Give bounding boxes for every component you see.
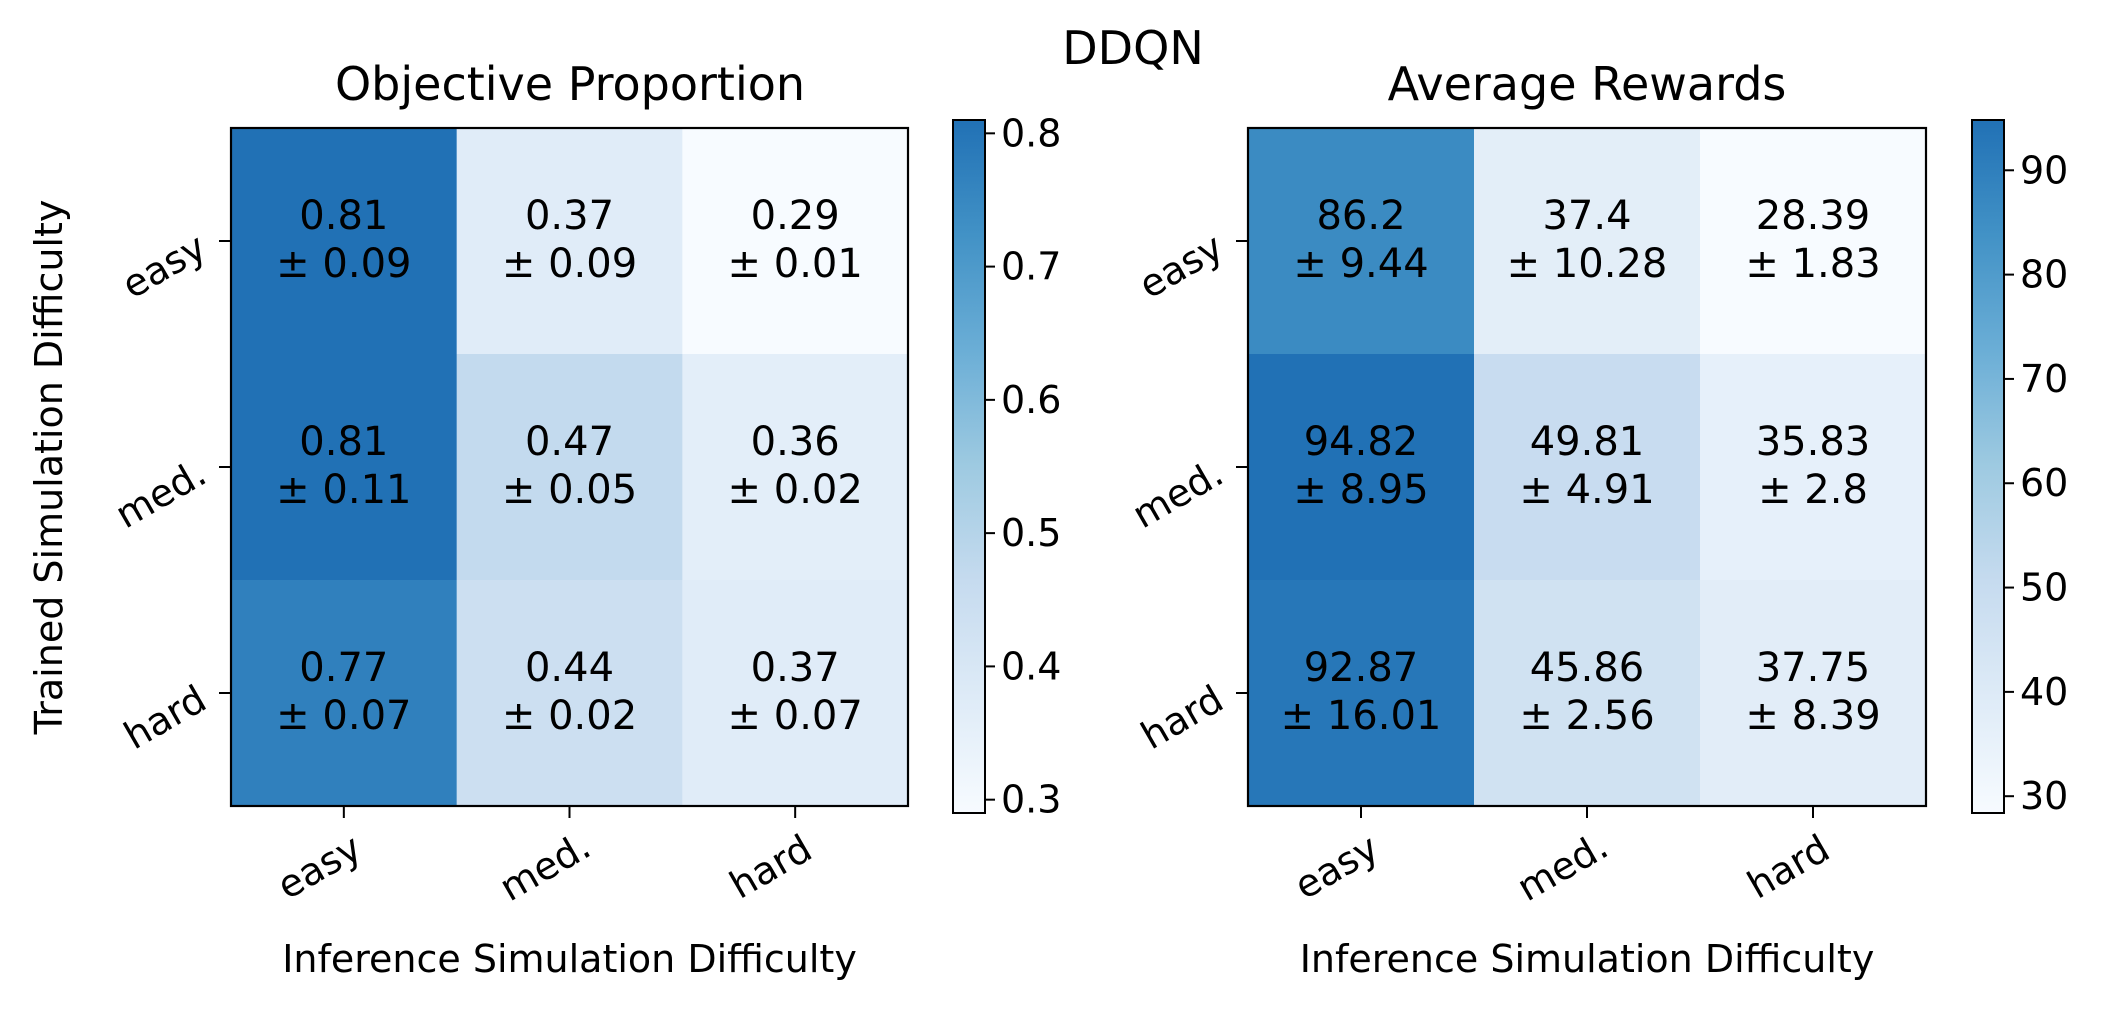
- colorbar-tick-label: 0.4: [1001, 644, 1061, 688]
- cell-std-label: ± 0.05: [502, 467, 637, 513]
- cell-std-label: ± 8.39: [1745, 693, 1880, 739]
- heatmap-cell: [231, 354, 458, 581]
- colorbar-tick-label: 0.5: [1001, 511, 1061, 555]
- cell-value-label: 0.37: [525, 193, 614, 239]
- y-tick-label: med.: [1125, 451, 1231, 537]
- heatmap-cell: [1700, 354, 1927, 581]
- colorbar-tick-label: 40: [2020, 670, 2068, 714]
- x-tick-label: med.: [492, 824, 598, 910]
- x-tick-label: easy: [270, 825, 369, 908]
- cell-value-label: 0.37: [751, 645, 840, 691]
- colorbar-tick-label: 0.3: [1001, 778, 1061, 822]
- heatmap-cell: [1474, 354, 1701, 581]
- x-axis-label: Inference Simulation Difficulty: [1300, 937, 1875, 981]
- colorbar: [1971, 119, 2005, 814]
- cell-value-label: 49.81: [1530, 419, 1645, 465]
- colorbar-tick-label: 0.8: [1001, 111, 1061, 155]
- heatmap-cell: [1474, 580, 1701, 807]
- colorbar: [952, 119, 986, 814]
- y-tick-label: easy: [1131, 225, 1230, 308]
- colorbar-tick-label: 60: [2020, 461, 2068, 505]
- cell-std-label: ± 2.8: [1758, 467, 1868, 513]
- cell-std-label: ± 0.07: [728, 693, 863, 739]
- x-tick-label: hard: [1740, 826, 1837, 907]
- cell-std-label: ± 8.95: [1293, 467, 1428, 513]
- cell-std-label: ± 0.02: [728, 467, 863, 513]
- cell-std-label: ± 1.83: [1745, 241, 1880, 287]
- heatmap-cell: [682, 580, 909, 807]
- colorbar-tick-label: 70: [2020, 357, 2068, 401]
- colorbar-tick-label: 0.7: [1001, 245, 1061, 289]
- y-tick-label: easy: [114, 225, 213, 308]
- heatmap-cell: [456, 128, 683, 355]
- cell-value-label: 86.2: [1316, 193, 1405, 239]
- cell-std-label: ± 0.01: [728, 241, 863, 287]
- panel-title: Average Rewards: [1388, 57, 1787, 111]
- x-tick-label: hard: [722, 826, 819, 907]
- x-tick-label: easy: [1287, 825, 1386, 908]
- cell-value-label: 94.82: [1304, 419, 1419, 465]
- cell-std-label: ± 9.44: [1293, 241, 1428, 287]
- heatmap-cell: [1474, 128, 1701, 355]
- cell-value-label: 28.39: [1756, 193, 1871, 239]
- cell-value-label: 37.4: [1542, 193, 1631, 239]
- heatmap-cell: [1248, 354, 1475, 581]
- cell-value-label: 0.81: [299, 419, 388, 465]
- cell-value-label: 0.36: [751, 419, 840, 465]
- heatmap-cell: [1700, 580, 1927, 807]
- cell-value-label: 0.47: [525, 419, 614, 465]
- heatmap-cell: [1248, 580, 1475, 807]
- heatmap-cell: [231, 580, 458, 807]
- cell-value-label: 0.44: [525, 645, 614, 691]
- y-axis-label: Trained Simulation Difficulty: [27, 200, 71, 736]
- figure-suptitle: DDQN: [1062, 21, 1203, 75]
- cell-std-label: ± 0.09: [502, 241, 637, 287]
- cell-std-label: ± 10.28: [1507, 241, 1668, 287]
- y-tick-label: hard: [117, 677, 214, 758]
- cell-value-label: 0.77: [299, 645, 388, 691]
- colorbar-tick-label: 50: [2020, 566, 2068, 610]
- cell-std-label: ± 16.01: [1281, 693, 1442, 739]
- colorbar-tick-label: 80: [2020, 253, 2068, 297]
- colorbar-tick-label: 90: [2020, 148, 2068, 192]
- panel-title: Objective Proportion: [335, 57, 805, 111]
- heatmap-cell: [682, 128, 909, 355]
- cell-std-label: ± 0.07: [276, 693, 411, 739]
- cell-value-label: 35.83: [1756, 419, 1871, 465]
- cell-value-label: 0.29: [751, 193, 840, 239]
- colorbar-tick-label: 30: [2020, 774, 2068, 818]
- cell-value-label: 37.75: [1756, 645, 1871, 691]
- heatmap-cell: [682, 354, 909, 581]
- cell-std-label: ± 0.11: [276, 467, 411, 513]
- heatmap-cell: [1700, 128, 1927, 355]
- cell-value-label: 45.86: [1530, 645, 1645, 691]
- x-axis-label: Inference Simulation Difficulty: [282, 937, 857, 981]
- y-tick-label: hard: [1134, 677, 1231, 758]
- heatmap-cell: [456, 354, 683, 581]
- colorbar-tick-label: 0.6: [1001, 378, 1061, 422]
- cell-std-label: ± 4.91: [1519, 467, 1654, 513]
- heatmap-panel-average-rewards: Average Rewards 86.2± 9.44 37.4± 10.28 28.3…: [1125, 57, 2069, 981]
- cell-std-label: ± 0.02: [502, 693, 637, 739]
- y-tick-label: med.: [108, 451, 214, 537]
- x-tick-label: med.: [1510, 824, 1616, 910]
- cell-std-label: ± 0.09: [276, 241, 411, 287]
- cell-std-label: ± 2.56: [1519, 693, 1654, 739]
- heatmap-cell: [231, 128, 458, 355]
- cell-value-label: 0.81: [299, 193, 388, 239]
- heatmap-cell: [456, 580, 683, 807]
- cell-value-label: 92.87: [1304, 645, 1419, 691]
- heatmap-cell: [1248, 128, 1475, 355]
